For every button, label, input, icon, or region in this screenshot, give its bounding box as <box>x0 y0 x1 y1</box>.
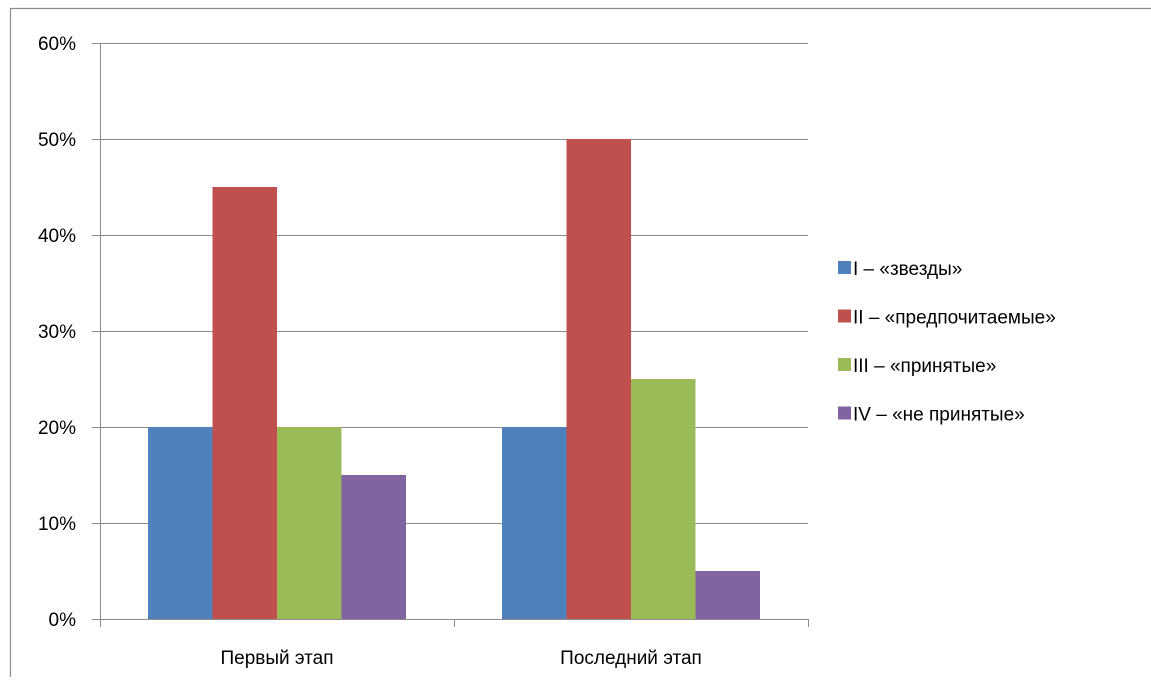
y-tick-label: 60% <box>38 34 76 55</box>
legend-label: IV – «не принятые» <box>853 405 1025 426</box>
legend-label: II – «предпочитаемые» <box>853 308 1056 329</box>
bar-1-1 <box>148 427 213 619</box>
legend-swatch <box>838 358 851 371</box>
y-tick-label: 30% <box>38 322 76 343</box>
x-category-label: Последний этап <box>560 648 702 669</box>
legend-label: I – «звезды» <box>853 259 962 280</box>
y-tick-label: 40% <box>38 226 76 247</box>
bar-3-1 <box>277 427 342 619</box>
legend-swatch <box>838 261 851 274</box>
bar-4-1 <box>342 475 407 619</box>
legend-label: III – «принятые» <box>853 356 996 377</box>
y-tick-label: 50% <box>38 130 76 151</box>
y-tick-label: 10% <box>38 514 76 535</box>
x-category-label: Первый этап <box>220 648 333 669</box>
bar-2-1 <box>213 187 278 619</box>
bar-1-2 <box>502 427 567 619</box>
y-tick-label: 20% <box>38 418 76 439</box>
bar-3-2 <box>631 379 696 619</box>
y-tick-label: 0% <box>49 610 77 631</box>
bar-2-2 <box>567 139 632 619</box>
legend-swatch <box>838 407 851 420</box>
legend-swatch <box>838 310 851 323</box>
bar-4-2 <box>696 571 761 619</box>
